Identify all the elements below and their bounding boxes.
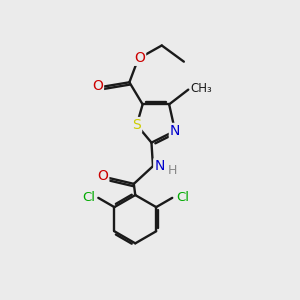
Text: CH₃: CH₃ bbox=[190, 82, 212, 95]
Text: Cl: Cl bbox=[82, 191, 95, 204]
Text: O: O bbox=[92, 79, 103, 93]
Text: O: O bbox=[98, 169, 108, 184]
Text: H: H bbox=[167, 164, 177, 177]
Text: S: S bbox=[132, 118, 141, 132]
Text: N: N bbox=[170, 124, 180, 138]
Text: Cl: Cl bbox=[176, 191, 189, 204]
Text: O: O bbox=[134, 51, 145, 65]
Text: N: N bbox=[154, 159, 165, 173]
